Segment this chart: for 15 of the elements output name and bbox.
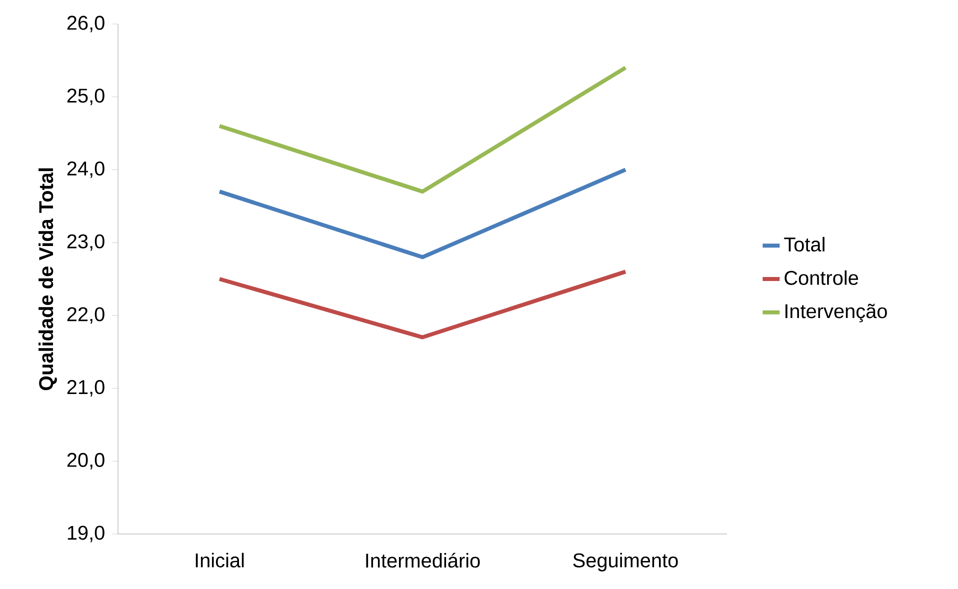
legend-label: Total — [784, 236, 824, 252]
y-tick-label: 19,0 — [68, 526, 104, 542]
y-tick-label: 24,0 — [67, 161, 104, 178]
y-tick-label: 26,0 — [67, 16, 104, 32]
y-tick-label: 20,0 — [67, 452, 104, 470]
x-tick-label: Inicial — [196, 552, 244, 568]
x-tick-label: Seguimento — [573, 552, 678, 572]
y-tick-label: 22,0 — [67, 307, 104, 324]
legend-label: Intervenção — [785, 304, 887, 322]
y-tick-label: 21,0 — [67, 380, 104, 396]
x-tick-label: Intermediário — [366, 552, 480, 568]
y-tick-label: 23,0 — [67, 234, 104, 251]
y-tick-label: 25,0 — [67, 88, 104, 106]
legend-label: Controle — [784, 270, 858, 285]
y-axis-title: Qualidade de Vida Total — [38, 168, 57, 390]
